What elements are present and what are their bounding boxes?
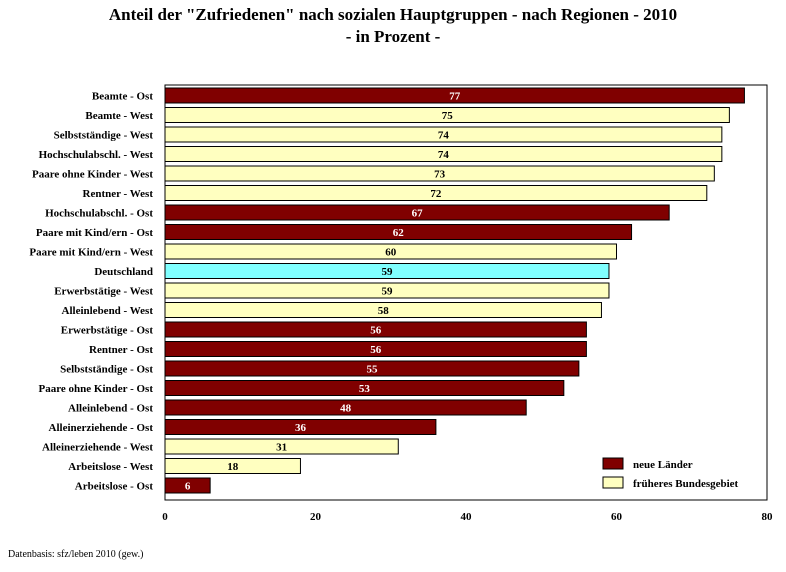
x-tick-label: 0 <box>162 511 168 523</box>
bar-value-label: 73 <box>434 169 446 181</box>
bar-9 <box>164 243 617 260</box>
bar-value-label: 56 <box>370 344 382 356</box>
legend: neue Länder früheres Bundesgebiet <box>602 457 739 490</box>
category-label: Hochschulabschl. - Ost <box>45 208 153 220</box>
bar-19 <box>164 438 399 455</box>
bar-value-label: 59 <box>381 286 393 298</box>
x-tick-label: 60 <box>611 511 623 523</box>
bar-3 <box>164 126 723 143</box>
bar-value-label: 74 <box>438 130 450 142</box>
category-label: Rentner - West <box>83 188 154 200</box>
category-label: Alleinerziehende - Ost <box>49 422 154 434</box>
category-label: Paare mit Kind/ern - West <box>29 247 153 259</box>
category-label: Beamte - Ost <box>92 91 153 103</box>
bar-11 <box>164 282 610 299</box>
bar-2 <box>164 107 730 123</box>
chart-title-line: Anteil der "Zufriedenen" nach sozialen H… <box>108 5 678 24</box>
category-label: Selbstständige - West <box>54 130 154 142</box>
legend-label-west: früheres Bundesgebiet <box>633 478 739 490</box>
bar-value-label: 56 <box>370 325 382 337</box>
category-label: Arbeitslose - West <box>68 461 153 473</box>
category-label: Erwerbstätige - Ost <box>61 325 154 337</box>
x-tick-label: 40 <box>461 511 473 523</box>
legend-label-ost: neue Länder <box>633 459 693 471</box>
bar-value-label: 74 <box>438 149 450 161</box>
legend-swatch-ost <box>602 457 624 470</box>
category-label: Alleinlebend - Ost <box>68 403 153 415</box>
category-label: Alleinerziehende - West <box>42 442 153 454</box>
legend-swatch-west <box>602 476 624 489</box>
data-source-note: Datenbasis: sfz/leben 2010 (gew.) <box>8 549 144 560</box>
bar-20 <box>164 458 301 474</box>
bar-10 <box>164 263 610 279</box>
chart-title: Anteil der "Zufriedenen" nach sozialen H… <box>0 4 786 48</box>
bar-8 <box>164 224 633 240</box>
bar-15 <box>164 360 580 377</box>
category-label: Alleinlebend - West <box>62 305 154 317</box>
category-label: Rentner - Ost <box>89 344 153 356</box>
category-label: Deutschland <box>94 266 153 278</box>
bar-12 <box>164 302 602 318</box>
bar-14 <box>164 341 587 357</box>
bar-13 <box>164 321 587 338</box>
bar-value-label: 59 <box>381 266 393 278</box>
bar-16 <box>164 380 565 396</box>
category-label: Paare ohne Kinder - West <box>32 169 153 181</box>
bar-value-label: 48 <box>340 403 352 415</box>
bar-value-label: 67 <box>412 208 424 220</box>
bar-1 <box>164 87 745 104</box>
x-tick-label: 80 <box>762 511 774 523</box>
bar-21 <box>164 477 211 494</box>
bar-7 <box>164 204 670 221</box>
bar-6 <box>164 185 708 201</box>
bar-value-label: 58 <box>378 305 390 317</box>
bar-value-label: 72 <box>430 188 442 200</box>
bar-value-label: 36 <box>295 422 307 434</box>
category-label: Paare ohne Kinder - Ost <box>39 383 154 395</box>
category-label: Hochschulabschl. - West <box>39 149 154 161</box>
bar-4 <box>164 146 723 162</box>
bar-value-label: 53 <box>359 383 371 395</box>
category-label: Beamte - West <box>85 110 153 122</box>
bar-value-label: 6 <box>185 481 191 493</box>
x-tick-label: 20 <box>310 511 322 523</box>
bar-18 <box>164 419 437 435</box>
category-label: Arbeitslose - Ost <box>75 481 154 493</box>
bar-value-label: 62 <box>393 227 405 239</box>
bar-value-label: 55 <box>366 364 378 376</box>
category-label: Paare mit Kind/ern - Ost <box>36 227 153 239</box>
bar-17 <box>164 399 527 416</box>
category-label: Selbstständige - Ost <box>60 364 153 376</box>
bar-5 <box>164 165 715 182</box>
chart-subtitle: - in Prozent - <box>345 27 441 46</box>
bar-value-label: 75 <box>442 110 454 122</box>
category-label: Erwerbstätige - West <box>54 286 153 298</box>
bar-value-label: 60 <box>385 247 397 259</box>
bar-value-label: 18 <box>227 461 239 473</box>
bar-value-label: 77 <box>449 91 461 103</box>
bar-value-label: 31 <box>276 442 287 454</box>
